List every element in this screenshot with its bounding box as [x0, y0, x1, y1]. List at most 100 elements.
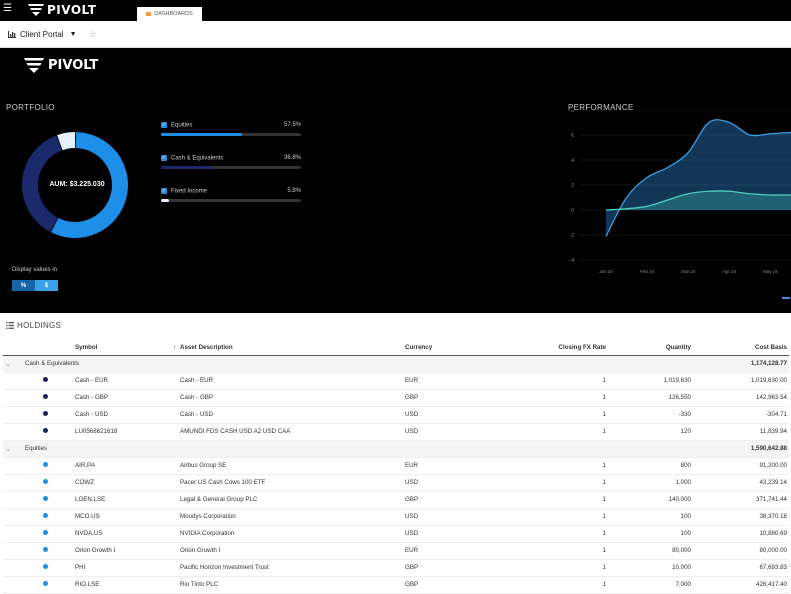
percent-toggle-button[interactable]: %: [12, 280, 35, 291]
cost-basis-cell: 67,693.83: [693, 559, 789, 577]
allocation-percent: 36.8%: [283, 155, 301, 162]
star-icon[interactable]: ☆: [88, 28, 97, 39]
fx-rate-cell: 1: [513, 406, 608, 424]
group-total: 1,590,642.88: [693, 440, 789, 458]
table-row[interactable]: MCO.US Moodys Corporation USD 1 100 38,370.18: [3, 508, 789, 526]
table-row[interactable]: Cash - EUR Cash - EUR EUR 1 1,019,630 1,019,6…: [3, 372, 789, 390]
currency-cell: GBP: [403, 491, 513, 509]
holdings-panel: HOLDINGS Symbol ↑ Asset Description Curre…: [0, 313, 791, 594]
table-header-row: Symbol ↑ Asset Description Currency Closi…: [3, 340, 789, 356]
asset-class-dot-icon: [43, 564, 48, 569]
cost-basis-cell: 38,370.18: [693, 508, 789, 526]
sort-asc-icon[interactable]: ↑: [172, 343, 176, 351]
fx-rate-cell: 1: [513, 372, 608, 390]
cost-basis-cell: 80,000.00: [693, 542, 789, 560]
allocation-bar-fill: [161, 165, 213, 169]
table-row[interactable]: RIO.LSE Rio Tinto PLC GBP 1 7,000 426,417.40: [3, 576, 789, 594]
allocation-label: Cash & Equivalents: [171, 155, 224, 162]
group-name: Equities: [23, 440, 693, 458]
quantity-cell: 800: [608, 457, 693, 475]
fx-rate-cell: 1: [513, 389, 608, 407]
y-tick-label-1: 6: [571, 133, 574, 139]
fx-rate-cell: 1: [513, 423, 608, 441]
asset-class-dot-icon: [43, 411, 48, 416]
quantity-cell: 10,000: [608, 559, 693, 577]
cost-basis-cell: 1,019,630.00: [693, 372, 789, 390]
quantity-cell: 100: [608, 508, 693, 526]
scroll-indicator[interactable]: [782, 297, 790, 299]
description-cell: Airbus Group SE: [178, 457, 403, 475]
table-row[interactable]: NVDA.US NVIDIA Corporation USD 1 100 10,880.6…: [3, 525, 789, 543]
dollar-toggle-button[interactable]: $: [35, 280, 58, 291]
checkbox-icon[interactable]: ✓: [161, 122, 167, 128]
currency-cell: GBP: [403, 576, 513, 594]
column-header-description[interactable]: Asset Description: [178, 340, 403, 356]
asset-class-dot-icon: [43, 428, 48, 433]
cost-basis-cell: 43,239.14: [693, 474, 789, 492]
quantity-cell: 1,000: [608, 474, 693, 492]
table-row[interactable]: Cash - USD Cash - USD USD 1 -330 -304.71: [3, 406, 789, 424]
asset-class-dot-icon: [43, 496, 48, 501]
currency-cell: GBP: [403, 389, 513, 407]
brand-name: PIVOLT: [47, 3, 97, 17]
checkbox-icon[interactable]: ✓: [161, 188, 167, 194]
table-row[interactable]: Cash - GBP Cash - GBP GBP 1 126,550 142,963.5…: [3, 389, 789, 407]
tab-dashboards[interactable]: DASHBOARDS: [137, 7, 202, 21]
table-row[interactable]: PHI Pacific Horizon Investment Trust GBP 1 1…: [3, 559, 789, 577]
table-row[interactable]: COWZ Pacer US Cash Cows 100 ETF USD 1 1,000 4…: [3, 474, 789, 492]
table-row[interactable]: LU0568621618 AMUNDI FDS CASH USD A2 USD C…: [3, 423, 789, 441]
symbol-cell: PHI: [73, 559, 178, 577]
chevron-down-icon[interactable]: ⌄: [5, 445, 11, 453]
fx-rate-cell: 1: [513, 508, 608, 526]
table-row[interactable]: LGEN.LSE Legal & General Group PLC GBP 1 140…: [3, 491, 789, 509]
description-cell: Pacific Horizon Investment Trust: [178, 559, 403, 577]
currency-cell: EUR: [403, 372, 513, 390]
donut-slice-1[interactable]: [22, 135, 62, 232]
checkbox-icon[interactable]: ✓: [161, 155, 167, 161]
description-cell: AMUNDI FDS CASH USD A2 USD CAA: [178, 423, 403, 441]
asset-class-dot-icon: [43, 394, 48, 399]
description-cell: Rio Tinto PLC: [178, 576, 403, 594]
brand-logo[interactable]: PIVOLT: [28, 1, 96, 19]
performance-chart: 8 6 4 2 0 -2 -4 Jan 24 Feb 24 Mar 24 Apr 24 May 24: [570, 110, 791, 274]
fx-rate-cell: 1: [513, 457, 608, 475]
cost-basis-cell: 142,963.54: [693, 389, 789, 407]
y-tick-label-4: 0: [571, 208, 574, 214]
y-tick-label-5: -2: [570, 233, 575, 239]
asset-class-dot-icon: [43, 462, 48, 467]
group-row[interactable]: ⌄ Cash & Equivalents 1,174,128.77: [3, 355, 789, 373]
column-header-symbol[interactable]: Symbol ↑: [73, 340, 178, 356]
dashboard-logo: PIVOLT: [24, 58, 98, 73]
donut-slice-0[interactable]: [51, 132, 128, 238]
hamburger-menu-icon[interactable]: ☰: [3, 3, 12, 14]
currency-cell: USD: [403, 423, 513, 441]
series-line-1[interactable]: [605, 190, 791, 211]
table-row[interactable]: AIR.PA Airbus Group SE EUR 1 800 91,200.00: [3, 457, 789, 475]
x-tick-label-0: Jan 24: [599, 269, 613, 274]
donut-slice-2[interactable]: [57, 132, 75, 151]
caret-down-icon[interactable]: ▼: [69, 30, 77, 38]
series-line-0[interactable]: [605, 119, 791, 237]
column-header-quantity[interactable]: Quantity: [608, 340, 693, 356]
description-cell: NVIDIA Corporation: [178, 525, 403, 543]
quantity-cell: 120: [608, 423, 693, 441]
asset-class-dot-icon: [43, 377, 48, 382]
symbol-cell: LGEN.LSE: [73, 491, 178, 509]
chevron-down-icon[interactable]: ⌄: [5, 360, 11, 368]
toolbar: Client Portal ▼ ☆: [0, 21, 791, 48]
group-row[interactable]: ⌄ Equities 1,590,642.88: [3, 440, 789, 458]
asset-class-dot-icon: [43, 479, 48, 484]
symbol-cell: Cash - GBP: [73, 389, 178, 407]
dashboard-title: Client Portal: [20, 29, 64, 39]
allocation-bar: [161, 165, 301, 169]
column-header-fx-rate[interactable]: Closing FX Rate: [513, 340, 608, 356]
allocation-percent: 5.8%: [287, 188, 301, 195]
column-header-cost-basis[interactable]: Cost Basis: [693, 340, 789, 356]
fx-rate-cell: 1: [513, 474, 608, 492]
table-row[interactable]: Orion Growth I Orion Growth I EUR 1 80,000 80…: [3, 542, 789, 560]
group-name: Cash & Equivalents: [23, 355, 693, 373]
symbol-cell: AIR.PA: [73, 457, 178, 475]
description-cell: Orion Growth I: [178, 542, 403, 560]
column-header-currency[interactable]: Currency: [403, 340, 513, 356]
allocation-bar: [161, 198, 301, 202]
